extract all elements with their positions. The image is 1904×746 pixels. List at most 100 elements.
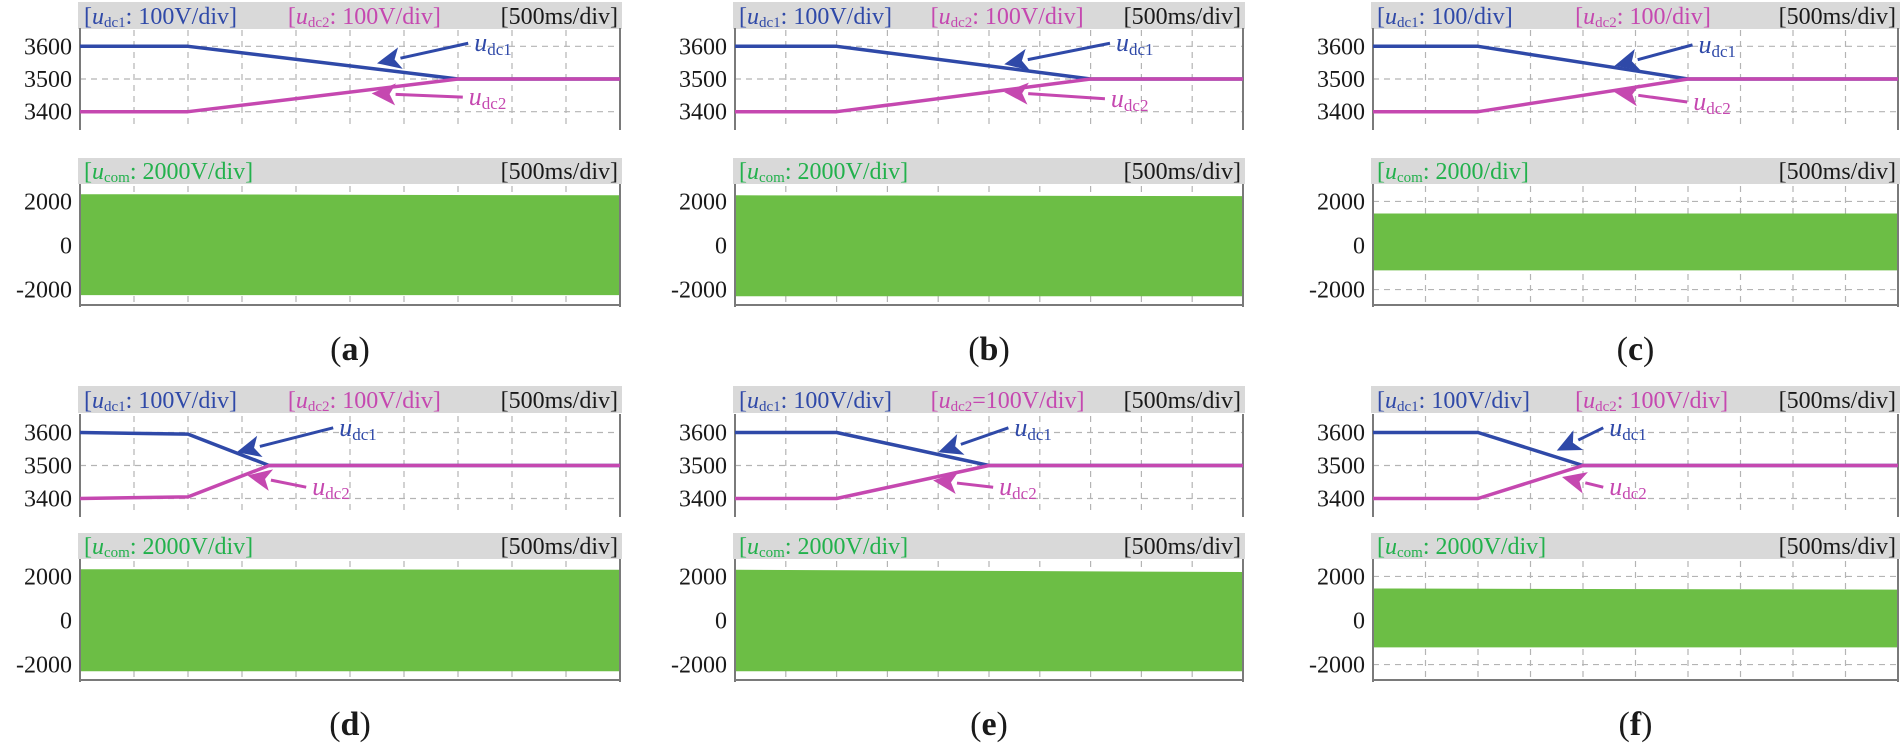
legend-ucd1-subscript: dc1: [1397, 399, 1419, 415]
caption-paren-close: ): [1641, 706, 1652, 743]
time-scale-bottom: [500ms/div]: [501, 159, 618, 185]
annotation-symbol: u: [339, 413, 352, 442]
y-tick-label: 2000: [679, 189, 727, 215]
header-bar-top: [733, 2, 1245, 29]
legend-ucd1-scale: : 100V/div: [781, 388, 884, 414]
y-tick-label: 3600: [24, 421, 72, 447]
caption-paren-open: (: [970, 706, 981, 743]
time-scale-top: [500ms/div]: [501, 4, 618, 30]
annotation-arrow-shaft: [259, 426, 334, 448]
legend-ucd1-symbol: u: [1385, 4, 1397, 30]
annotation-arrow-head: [1614, 49, 1641, 71]
legend-ucd2-symbol: u: [296, 388, 308, 414]
caption-paren-open: (: [330, 331, 341, 368]
caption-paren-close: ): [359, 331, 370, 368]
y-tick-label: -2000: [671, 653, 727, 679]
panel-e: [udc1: 100V/div] [udc2=100V/div] [500ms/di…: [671, 386, 1245, 743]
legend-bracket-close: ]: [433, 388, 441, 414]
time-scale-bottom: [500ms/div]: [501, 534, 618, 560]
y-tick-label: -2000: [1309, 653, 1365, 679]
legend-ucd1-scale: : 100V/div: [126, 4, 229, 30]
series-band-ucom: [735, 195, 1243, 297]
header-bar-bottom: [78, 158, 622, 184]
annotation-ucd2: udc2: [1693, 87, 1731, 118]
y-tick-label: 3400: [24, 100, 72, 126]
legend-bracket-open: [: [1377, 388, 1385, 414]
y-tick-label: 3500: [679, 454, 727, 480]
legend-ucom-subscript: com: [759, 545, 785, 561]
y-tick-label: -2000: [671, 278, 727, 304]
annotation-arrow-head: [933, 472, 959, 494]
legend-ucom: [ucom: 2000V/div]: [739, 159, 908, 186]
legend-ucd2-subscript: dc2: [951, 15, 973, 31]
legend-ucd1-subscript: dc1: [104, 15, 126, 31]
legend-bracket-close: ]: [1076, 388, 1084, 414]
legend-bracket-close: ]: [1720, 388, 1728, 414]
header-bar-bottom: [733, 158, 1245, 184]
annotation-subscript: dc2: [1706, 99, 1731, 118]
caption-letter: f: [1630, 706, 1642, 743]
panel-d: [udc1: 100V/div] [udc2: 100V/div] [500ms/d…: [16, 386, 622, 743]
legend-ucd2-subscript: dc2: [1595, 399, 1617, 415]
panel-caption: (e): [970, 706, 1008, 743]
caption-letter: d: [341, 706, 360, 743]
legend-ucom-subscript: com: [1397, 170, 1423, 186]
annotation-symbol: u: [1693, 87, 1706, 116]
header-bar-bottom: [1371, 158, 1900, 184]
legend-ucd2-scale: : 100V/div: [330, 388, 433, 414]
legend-ucd1-symbol: u: [1385, 388, 1397, 414]
annotation-arrow-head: [1614, 84, 1640, 107]
y-tick-label: 0: [60, 234, 72, 260]
legend-ucd1: [udc1: 100V/div]: [84, 4, 237, 31]
y-tick-label: 0: [1353, 234, 1365, 260]
annotation-subscript: dc2: [1124, 96, 1149, 115]
legend-ucd1-symbol: u: [92, 388, 104, 414]
panel-caption: (a): [330, 331, 370, 368]
annotation-symbol: u: [1014, 413, 1027, 442]
time-scale-top: [500ms/div]: [1779, 4, 1896, 30]
header-bar-top: [1371, 2, 1900, 29]
legend-bracket-close: ]: [1703, 4, 1711, 30]
time-scale-top: [500ms/div]: [1779, 388, 1896, 414]
annotation-subscript: dc1: [1129, 40, 1154, 59]
y-tick-label: 3400: [679, 487, 727, 513]
legend-ucd1-subscript: dc1: [104, 399, 126, 415]
annotation-subscript: dc1: [352, 425, 377, 444]
annotation-ucd2: udc2: [999, 472, 1037, 503]
legend-ucd2-scale: : 100V/div: [330, 4, 433, 30]
header-bar-top: [733, 386, 1245, 413]
legend-bracket-open: [: [739, 534, 747, 560]
annotation-subscript: dc2: [1012, 484, 1037, 503]
annotation-arrow-head: [377, 47, 403, 69]
panel-caption: (d): [329, 706, 371, 743]
legend-ucd2-subscript: dc2: [1595, 15, 1617, 31]
legend-ucd2: [udc2: 100V/div]: [1575, 388, 1728, 415]
y-tick-label: 3500: [24, 454, 72, 480]
legend-ucom-scale: : 2000V/div: [785, 159, 900, 185]
time-scale-bottom: [500ms/div]: [1124, 159, 1241, 185]
series-line-ucd2: [79, 463, 620, 501]
annotation-arrow-head: [938, 434, 965, 455]
plot-bottom: 2000 0 -2000: [671, 184, 1244, 307]
annotation-arrow-shaft: [956, 481, 994, 489]
series-band-ucom: [80, 194, 620, 296]
legend-ucd1-scale: : 100V/div: [781, 4, 884, 30]
y-tick-label: 0: [715, 234, 727, 260]
legend-ucom-subscript: com: [104, 170, 130, 186]
panel-caption: (c): [1617, 331, 1655, 368]
panel-f: [udc1: 100V/div] [udc2: 100V/div] [500ms/d…: [1309, 386, 1900, 743]
y-tick-label: 3600: [679, 421, 727, 447]
caption-paren-close: ): [1643, 331, 1654, 368]
legend-ucom-symbol: u: [1385, 159, 1397, 185]
series-band-ucom: [1373, 213, 1898, 271]
legend-ucom-symbol: u: [747, 534, 759, 560]
legend-bracket-close: ]: [1521, 159, 1529, 185]
y-tick-label: 2000: [679, 564, 727, 590]
legend-bracket-close: ]: [884, 4, 892, 30]
legend-ucd2-subscript: dc2: [308, 15, 330, 31]
annotation-arrow-head: [1004, 82, 1029, 105]
